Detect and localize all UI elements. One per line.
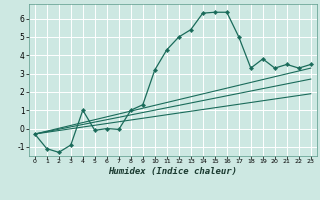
X-axis label: Humidex (Indice chaleur): Humidex (Indice chaleur) xyxy=(108,167,237,176)
